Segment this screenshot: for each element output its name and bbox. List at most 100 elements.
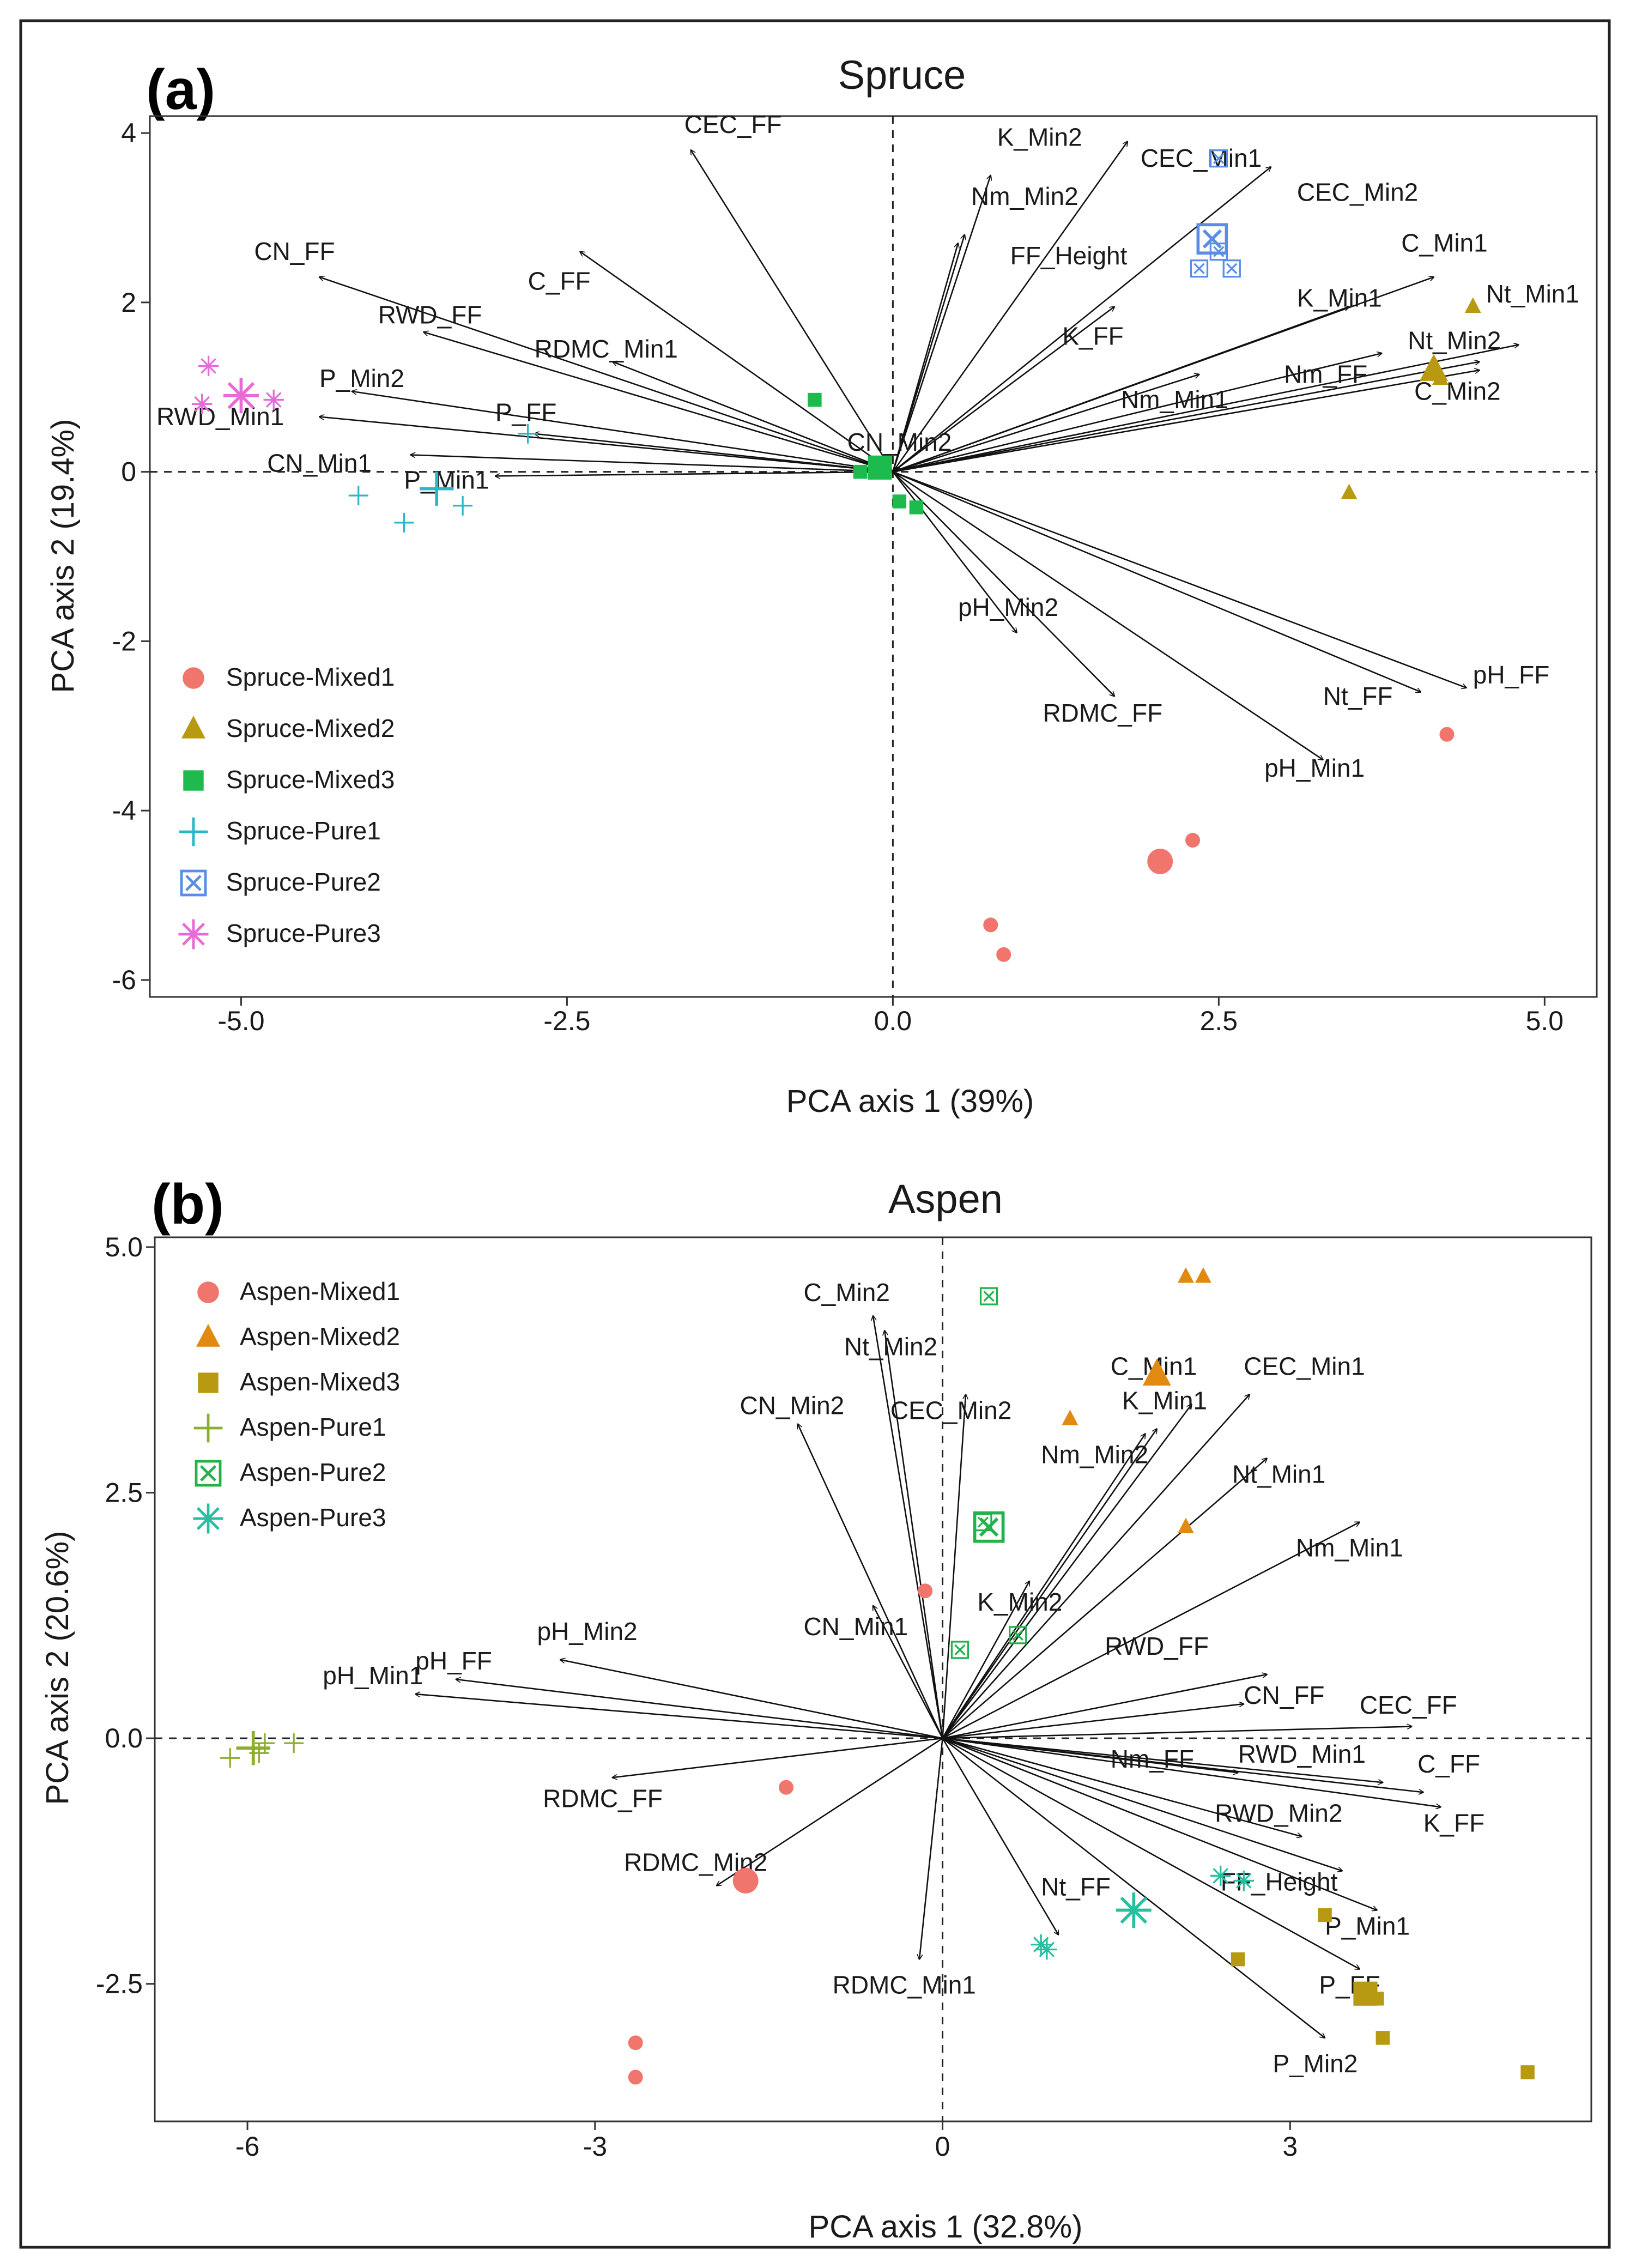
panel-a-point-spruce-mixed1 <box>983 917 998 933</box>
panel-a-vector-p-ff <box>535 434 893 473</box>
panel-b-vector-c-min2 <box>873 1316 943 1739</box>
panel-b-letter: (b) <box>152 1173 224 1236</box>
panel-b-point-aspen-pure2 <box>950 1641 969 1659</box>
panel-b-legend-marker-aspen-pure2 <box>195 1460 222 1487</box>
panel-a-vector-rwd-ff <box>423 332 893 473</box>
panel-a-vector-label-rdmc-ff: RDMC_FF <box>1043 699 1162 727</box>
panel-b-vector-label-ff-height: FF_Height <box>1221 1867 1338 1896</box>
panel-a-y-tick-label: -4 <box>112 795 136 826</box>
panel-a-x-tick-label: -2.5 <box>543 1006 590 1036</box>
panel-a-vector-nm-min1 <box>892 374 1199 473</box>
panel-a-legend-marker-spruce-pure2 <box>180 869 207 897</box>
panel-a-vector-label-p-min2: P_Min2 <box>319 364 404 392</box>
panel-a-point-spruce-pure3 <box>198 355 219 377</box>
panel-a-vector-label-cec-ff: CEC_FF <box>684 110 782 138</box>
panel-a-vector-label-cec-min1: CEC_Min1 <box>1141 144 1262 172</box>
panel-a-vector-rwd-min1 <box>319 417 893 473</box>
panel-a-vector-label-cec-min2: CEC_Min2 <box>1297 178 1418 206</box>
panel-b-vector-label-k-ff: K_FF <box>1423 1809 1484 1837</box>
panel-b-vector-k-ff <box>942 1737 1441 1807</box>
panel-a-point-spruce-pure2 <box>1190 259 1209 278</box>
panel-b-point-aspen-pure2 <box>979 1287 998 1305</box>
panel-a-point-spruce-mixed2 <box>1341 483 1358 499</box>
panel-a-legend-marker-spruce-mixed1 <box>183 667 204 689</box>
panel-a-point-spruce-mixed2 <box>1432 369 1449 385</box>
panel-b-vector-label-rwd-min2: RWD_Min2 <box>1215 1799 1342 1827</box>
panel-b-plot-frame <box>154 1236 1592 2122</box>
panel-b-point-aspen-pure3 <box>1116 1892 1152 1928</box>
panel-b-loading-vectors: C_Min2Nt_Min2CN_Min2CEC_Min2C_Min1CEC_Mi… <box>323 1278 1484 2078</box>
panel-a-vector-label-rdmc-min1: RDMC_Min1 <box>535 335 678 363</box>
panel-b-vector-rdmc-min1 <box>919 1738 943 1959</box>
panel-a-point-spruce-pure1 <box>420 471 454 506</box>
panel-b-vector-cec-ff <box>942 1727 1412 1739</box>
panel-a-vector-label-cn-min2: CN_Min2 <box>847 428 952 456</box>
panel-a-vector-nt-ff <box>892 471 1421 692</box>
panel-b-vector-p-min1 <box>942 1737 1377 1910</box>
figure-border <box>19 19 1611 2249</box>
panel-b-point-aspen-mixed2 <box>1177 1517 1194 1534</box>
panel-b-vector-k-min1 <box>942 1429 1157 1739</box>
panel-b-vector-label-cn-min1: CN_Min1 <box>803 1612 908 1641</box>
panel-a-vector-label-k-min1: K_Min1 <box>1297 284 1382 312</box>
panel-b-vector-label-rdmc-min1: RDMC_Min1 <box>833 1971 976 1999</box>
panel-b-y-tick-label: -2.5 <box>96 1969 143 1999</box>
panel-a-point-spruce-pure2 <box>1209 149 1228 168</box>
panel-b-legend-label-aspen-mixed2: Aspen-Mixed2 <box>240 1322 400 1351</box>
panel-b-x-tick-label: -3 <box>583 2131 607 2162</box>
panel-b-legend-marker-aspen-mixed3 <box>198 1372 219 1393</box>
panel-b-vector-rwd-min2 <box>942 1737 1302 1836</box>
panel-b-vector-cn-min2 <box>798 1424 943 1739</box>
panel-b-axis-ticks: -6 -3 0 3 -2.5 0.0 2.5 5.0 <box>96 1232 1298 2162</box>
panel-b-vector-rwd-ff <box>942 1674 1267 1739</box>
panel-a-point-spruce-pure2 <box>1209 242 1228 261</box>
panel-a-legend-label-spruce-pure2: Spruce-Pure2 <box>226 868 381 896</box>
panel-a-vector-label-c-min1: C_Min1 <box>1401 229 1488 257</box>
panel-a-legend-label-spruce-mixed1: Spruce-Mixed1 <box>226 663 395 691</box>
panel-a-vector-label-p-ff: P_FF <box>495 398 556 426</box>
panel-a-vector-label-nt-ff: Nt_FF <box>1323 682 1393 710</box>
panel-a-point-spruce-mixed1 <box>1147 848 1173 874</box>
panel-a-vector-p-min2 <box>352 391 893 473</box>
panel-b-point-aspen-pure1 <box>220 1748 240 1768</box>
panel-b-vector-label-nm-min2: Nm_Min2 <box>1041 1441 1148 1469</box>
panel-b-point-aspen-mixed2 <box>1062 1410 1078 1425</box>
panel-a-x-tick-label: 0.0 <box>874 1006 912 1036</box>
panel-a-vector-label-ff-height: FF_Height <box>1010 241 1128 270</box>
panel-b-legend-marker-aspen-mixed1 <box>197 1281 219 1303</box>
panel-b-vector-ph-min1 <box>415 1694 943 1739</box>
panel-b-vector-label-k-min1: K_Min1 <box>1122 1386 1207 1414</box>
panel-a-point-spruce-mixed3 <box>909 500 924 515</box>
panel-b-vector-label-nt-ff: Nt_FF <box>1041 1872 1111 1901</box>
panel-a-vector-label-ph-min2: pH_Min2 <box>958 593 1058 621</box>
panel-a-vector-cn-min2 <box>892 468 899 472</box>
panel-a-point-spruce-mixed3 <box>853 464 868 479</box>
panel-b-vector-nt-ff <box>942 1738 1059 1934</box>
panel-a-y-tick-label: -6 <box>112 965 136 995</box>
panel-b-point-aspen-mixed2 <box>1195 1267 1211 1283</box>
panel-b-zero-lines <box>155 1237 1591 2121</box>
panel-a-point-spruce-pure3 <box>191 394 213 415</box>
panel-b-vector-nm-min2 <box>942 1434 1146 1739</box>
panel-a-point-spruce-pure3 <box>263 389 284 410</box>
panel-b-vector-ph-ff <box>456 1679 943 1739</box>
panel-a-vector-label-k-ff: K_FF <box>1062 322 1123 350</box>
panel-b-point-aspen-mixed1 <box>732 1868 759 1894</box>
panel-b-x-tick-label: -6 <box>235 2131 259 2162</box>
panel-a-point-spruce-pure1 <box>348 486 368 506</box>
panel-b-vector-label-p-min2: P_Min2 <box>1273 2049 1358 2078</box>
panel-b-vector-ph-min2 <box>560 1660 943 1739</box>
panel-b-legend-marker-aspen-mixed2 <box>196 1323 220 1347</box>
panel-b-point-aspen-mixed1 <box>628 2070 643 2085</box>
panel-a-y-tick-label: 0 <box>121 457 136 487</box>
panel-b-point-aspen-pure3 <box>1037 1939 1057 1960</box>
panel-b-vector-p-min2 <box>942 1738 1325 2038</box>
panel-a-x-tick-label: 5.0 <box>1526 1006 1564 1036</box>
panel-a-vector-ph-min2 <box>892 471 1016 633</box>
panel-b-y-axis-label: PCA axis 2 (20.6%) <box>40 1531 75 1805</box>
panel-b-vector-nt-min2 <box>884 1330 943 1739</box>
panel-b-vector-label-c-min2: C_Min2 <box>803 1278 890 1307</box>
panel-b-point-aspen-mixed3 <box>1520 2065 1535 2079</box>
panel-a-vector-c-ff <box>580 252 894 473</box>
